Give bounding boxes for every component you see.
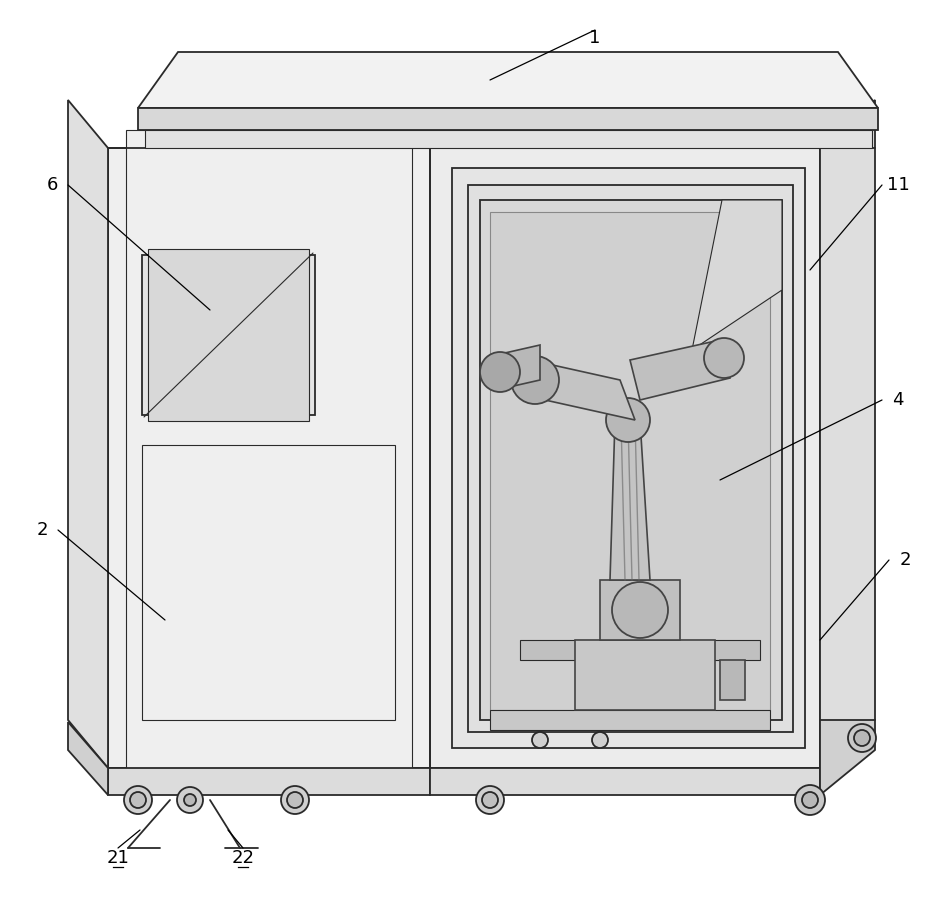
Circle shape xyxy=(511,356,559,404)
Polygon shape xyxy=(108,148,430,768)
Polygon shape xyxy=(68,722,108,795)
Polygon shape xyxy=(108,768,430,795)
Text: 4: 4 xyxy=(892,391,903,409)
Text: 2: 2 xyxy=(36,521,48,539)
Text: 2: 2 xyxy=(900,551,911,569)
Circle shape xyxy=(848,724,876,752)
Circle shape xyxy=(704,338,744,378)
Polygon shape xyxy=(496,345,540,390)
Circle shape xyxy=(287,792,303,808)
Polygon shape xyxy=(68,100,108,768)
Circle shape xyxy=(482,792,498,808)
Polygon shape xyxy=(468,185,793,732)
Polygon shape xyxy=(142,255,315,415)
Circle shape xyxy=(612,582,668,638)
Polygon shape xyxy=(452,168,805,748)
Circle shape xyxy=(854,730,870,746)
Circle shape xyxy=(802,792,818,808)
Polygon shape xyxy=(520,640,760,660)
Polygon shape xyxy=(600,580,680,640)
Circle shape xyxy=(281,786,309,814)
Polygon shape xyxy=(430,768,820,795)
Polygon shape xyxy=(480,200,782,720)
Text: 22: 22 xyxy=(232,849,254,867)
Polygon shape xyxy=(575,640,715,710)
Polygon shape xyxy=(820,720,875,795)
Polygon shape xyxy=(530,360,635,420)
Text: 6: 6 xyxy=(46,176,57,194)
Polygon shape xyxy=(138,52,878,108)
Polygon shape xyxy=(430,148,820,768)
Circle shape xyxy=(480,352,520,392)
Polygon shape xyxy=(490,212,770,710)
Polygon shape xyxy=(138,108,878,130)
Text: 11: 11 xyxy=(886,176,909,194)
Polygon shape xyxy=(692,200,782,350)
Polygon shape xyxy=(126,130,412,786)
Circle shape xyxy=(532,732,548,748)
Circle shape xyxy=(177,787,203,813)
Polygon shape xyxy=(720,660,745,700)
Circle shape xyxy=(124,786,152,814)
Polygon shape xyxy=(145,130,872,148)
Polygon shape xyxy=(610,420,650,580)
Circle shape xyxy=(130,792,146,808)
Text: 21: 21 xyxy=(106,849,129,867)
Polygon shape xyxy=(820,100,875,768)
Circle shape xyxy=(606,398,650,442)
Circle shape xyxy=(184,794,196,806)
Circle shape xyxy=(795,785,825,815)
Circle shape xyxy=(476,786,504,814)
Polygon shape xyxy=(148,249,309,421)
Polygon shape xyxy=(142,445,395,720)
Polygon shape xyxy=(630,340,730,400)
Text: 1: 1 xyxy=(590,29,601,47)
Circle shape xyxy=(592,732,608,748)
Polygon shape xyxy=(490,710,770,730)
